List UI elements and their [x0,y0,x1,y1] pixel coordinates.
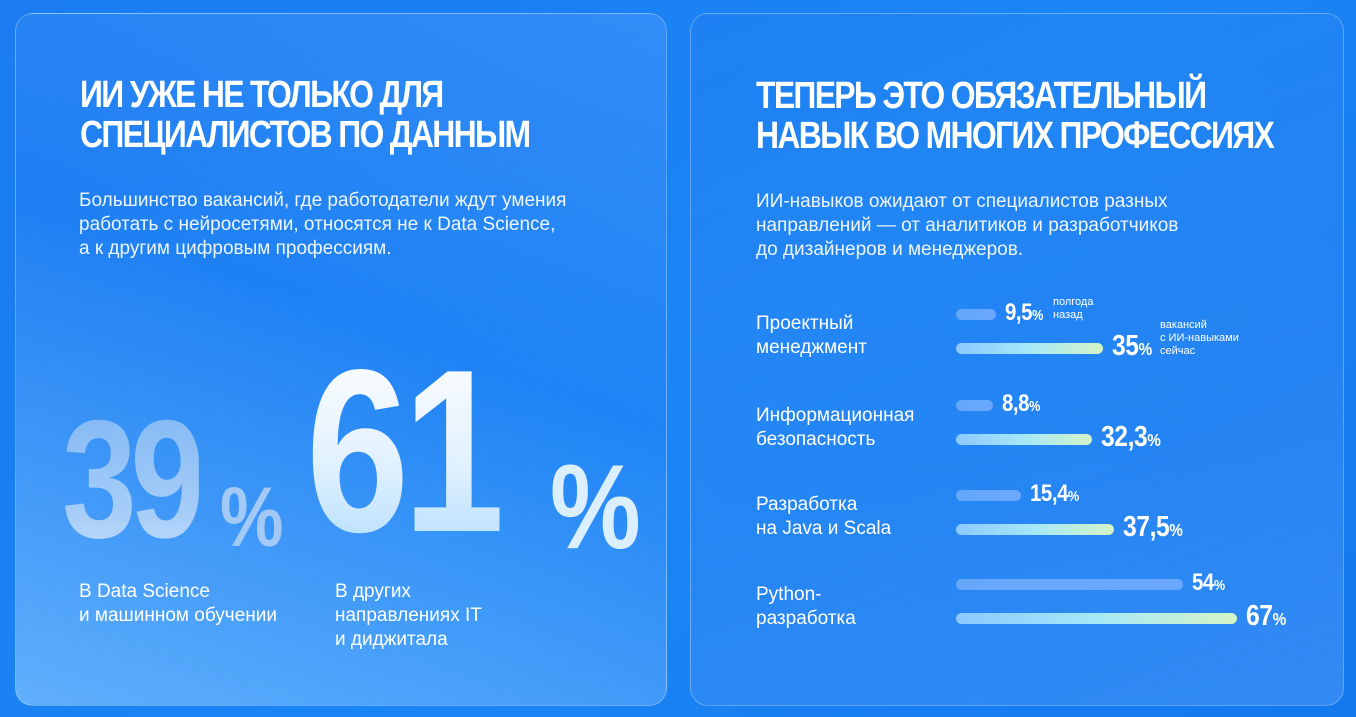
stat-61-caption: В других направлениях IT и диджитала [335,580,482,652]
left-lead: Большинство вакансий, где работодатели ж… [79,189,566,261]
bar-now [956,434,1092,445]
right-title-line1: ТЕПЕРЬ ЭТО ОБЯЗАТЕЛЬНЫЙ [756,75,1207,117]
left-lead-line: а к другим цифровым профессиям. [79,238,392,259]
bar-half-year-ago [956,309,996,320]
legend-note-old: полгода назад [1053,296,1093,322]
legend-note-old-line: назад [1053,309,1083,321]
stat-39-caption-line: В Data Science [79,581,210,602]
right-lead-line: направлений — от аналитиков и разработчи… [756,215,1179,236]
category-label: Информационная безопасность [756,404,914,452]
stat-61-percent: % [550,440,641,574]
stat-39-caption: В Data Science и машинном обучении [79,580,277,628]
left-title-line2: СПЕЦИАЛИСТОВ ПО ДАННЫМ [80,114,531,156]
bar-now [956,524,1114,535]
left-lead-line: работать с нейросетями, относятся не к D… [79,214,556,235]
stat-39-caption-line: и машинном обучении [79,605,277,626]
category-label-line: Python- [756,584,822,605]
bar-half-year-ago [956,490,1021,501]
value-label-now: 67% [1246,600,1287,632]
bar-now [956,613,1237,624]
right-title: ТЕПЕРЬ ЭТО ОБЯЗАТЕЛЬНЫЙ НАВЫК ВО МНОГИХ … [756,75,1275,157]
bar-now [956,343,1103,354]
category-label-line: разработка [756,608,856,629]
category-label-line: менеджмент [756,337,867,358]
category-label: Проектный менеджмент [756,312,867,360]
value-label-half-year-ago: 15,4% [1030,480,1080,507]
right-title-line2: НАВЫК ВО МНОГИХ ПРОФЕССИЯХ [756,115,1275,157]
legend-note-new-line: сейчас [1160,345,1196,357]
stat-39-percent: % [220,470,284,564]
right-lead-line: ИИ-навыков ожидают от специалистов разны… [756,191,1168,212]
value-label-now: 32,3% [1101,421,1161,453]
legend-note-new: вакансий с ИИ-навыками сейчас [1160,319,1239,358]
category-label: Python-разработка [756,583,856,631]
stat-39-value: 39 [62,385,205,573]
category-label-line: Разработка [756,494,858,515]
stat-61-value: 61 [306,322,506,581]
legend-note-new-line: вакансий [1160,319,1207,331]
category-label-line: Информационная [756,405,915,426]
legend-note-old-line: полгода [1053,296,1094,308]
right-lead: ИИ-навыков ожидают от специалистов разны… [756,190,1178,262]
category-label-line: безопасность [756,429,876,450]
category-label: Разработка на Java и Scala [756,493,891,541]
stat-61-caption-line: и диджитала [335,629,448,650]
left-title: ИИ УЖЕ НЕ ТОЛЬКО ДЛЯ СПЕЦИАЛИСТОВ ПО ДАН… [80,74,531,156]
value-label-half-year-ago: 54% [1192,569,1226,596]
left-lead-line: Большинство вакансий, где работодатели ж… [79,190,567,211]
category-label-line: на Java и Scala [756,518,892,539]
value-label-half-year-ago: 8,8% [1002,390,1041,417]
value-label-now: 35% [1112,330,1153,362]
value-label-now: 37,5% [1123,511,1183,543]
value-label-half-year-ago: 9,5% [1005,299,1044,326]
bar-half-year-ago [956,400,993,411]
bar-half-year-ago [956,579,1183,590]
legend-note-new-line: с ИИ-навыками [1160,332,1239,344]
stat-61-caption-line: В других [335,581,411,602]
left-title-line1: ИИ УЖЕ НЕ ТОЛЬКО ДЛЯ [80,74,444,116]
category-label-line: Проектный [756,313,854,334]
left-card [15,13,667,706]
stat-61-caption-line: направлениях IT [335,605,482,626]
right-lead-line: до дизайнеров и менеджеров. [756,239,1024,260]
right-card: ТЕПЕРЬ ЭТО ОБЯЗАТЕЛЬНЫЙ НАВЫК ВО МНОГИХ … [690,13,1344,706]
